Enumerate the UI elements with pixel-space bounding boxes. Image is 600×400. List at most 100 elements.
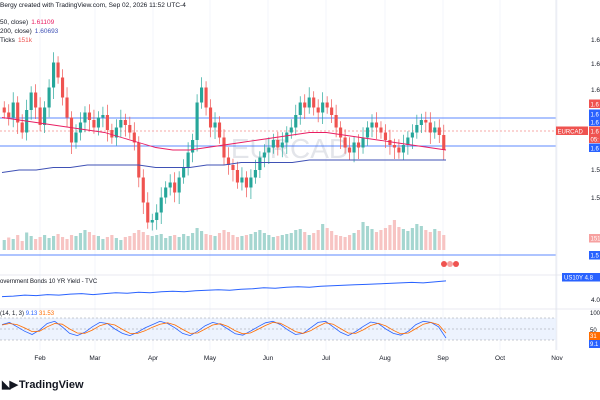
candle-body	[213, 122, 217, 128]
logo-text: TradingView	[18, 378, 84, 391]
candle-body	[159, 197, 163, 213]
candle-body	[303, 102, 307, 108]
volume-bar	[38, 237, 42, 250]
volume-bar	[280, 235, 284, 250]
volume-bar	[388, 225, 392, 250]
time-axis-label: Oct	[495, 355, 505, 362]
volume-bar	[47, 238, 51, 250]
volume-bars	[2, 220, 446, 250]
candle-body	[141, 177, 145, 203]
volume-tag-bg	[589, 234, 600, 243]
candle-body	[271, 140, 275, 148]
candle-body	[200, 87, 204, 103]
candle-body	[361, 137, 365, 148]
candle-body	[262, 152, 266, 158]
candle-body	[87, 112, 92, 120]
candle-body	[92, 120, 96, 128]
volume-bar	[428, 232, 432, 250]
stoch-k-line	[1, 320, 447, 339]
candle-body	[164, 187, 168, 198]
candle-body	[289, 127, 293, 133]
time-axis-label: Jun	[263, 355, 274, 362]
stoch-tag-bg	[589, 340, 600, 348]
candle-body	[370, 122, 374, 128]
ma200-legend: 200, close) 1.60693	[0, 27, 58, 36]
volume-bar	[330, 231, 334, 250]
volume-bar	[240, 236, 244, 250]
candle-body	[2, 107, 6, 113]
candle-body	[110, 130, 114, 138]
candle-body	[137, 142, 141, 178]
volume-bar	[132, 233, 136, 250]
volume-bar	[217, 233, 222, 250]
price-axis-label: 1.6	[591, 87, 600, 94]
volume-bar	[235, 237, 240, 250]
volume-bar	[155, 235, 159, 250]
candle-body	[294, 115, 298, 128]
volume-bar	[401, 229, 405, 250]
candle-body	[365, 127, 370, 138]
candle-body	[132, 132, 136, 143]
candle-body	[415, 125, 419, 133]
candle-body	[7, 112, 11, 118]
price-tag-bg	[589, 126, 600, 135]
candle-body	[388, 140, 392, 145]
time-axis-label: Feb	[34, 355, 46, 362]
candle-body	[316, 107, 320, 113]
candle-body	[410, 132, 414, 138]
time-axis-label: Sep	[437, 355, 449, 362]
candle-body	[119, 120, 123, 128]
candle-body	[208, 107, 213, 128]
candle-body	[356, 142, 361, 148]
candle-body	[397, 147, 401, 153]
volume-bar	[410, 228, 414, 250]
ticks-value: 151k	[17, 37, 33, 44]
candle-body	[173, 182, 177, 193]
volume-bar	[74, 236, 78, 250]
price-tag-bg	[589, 143, 600, 152]
candle-body	[78, 122, 83, 133]
volume-bar	[334, 235, 338, 250]
candle-body	[244, 177, 248, 188]
volume-bar	[119, 240, 123, 250]
volume-bar	[87, 232, 92, 250]
candle-body	[406, 137, 410, 145]
candle-body	[43, 107, 47, 125]
ma200-line	[1, 159, 446, 173]
volume-bar	[213, 236, 217, 250]
price-axis-label: 1.6	[591, 37, 600, 44]
candle-body	[334, 115, 338, 128]
candle-body	[177, 177, 181, 193]
volume-bar	[262, 233, 266, 250]
candle-body	[150, 220, 154, 223]
caption-text: Bergy created with TradingView.com, Sep …	[0, 2, 186, 9]
volume-bar	[325, 228, 329, 250]
volume-bar	[128, 236, 132, 250]
volume-bar	[415, 224, 419, 250]
candle-body	[307, 97, 311, 108]
price-tag-text: 1.6	[591, 129, 600, 135]
candle-body	[226, 157, 231, 165]
candle-body	[325, 102, 329, 108]
tradingview-logo[interactable]: ◣▶ TradingView	[2, 378, 84, 392]
candle-body	[235, 170, 240, 183]
candle-body	[191, 140, 195, 153]
volume-bar	[383, 228, 388, 250]
volume-bar	[285, 234, 289, 250]
stoch-axis-label: 100	[590, 311, 600, 317]
volume-bar	[150, 236, 154, 250]
time-axis[interactable]: Feb Mar Apr May Jun Jul Aug Sep Oct Nov	[34, 355, 563, 362]
volume-bar	[222, 230, 226, 250]
candle-body	[321, 102, 325, 113]
volume-bar	[374, 232, 379, 250]
candle-body	[428, 122, 432, 133]
volume-bar	[307, 235, 311, 250]
volume-bar	[433, 229, 437, 250]
price-axis-label: 1.6	[591, 61, 600, 68]
candle-body	[285, 132, 289, 143]
volume-bar	[231, 235, 235, 250]
candle-body	[105, 115, 109, 130]
volume-bar	[208, 235, 213, 250]
volume-bar	[65, 239, 69, 250]
volume-bar	[137, 230, 141, 250]
